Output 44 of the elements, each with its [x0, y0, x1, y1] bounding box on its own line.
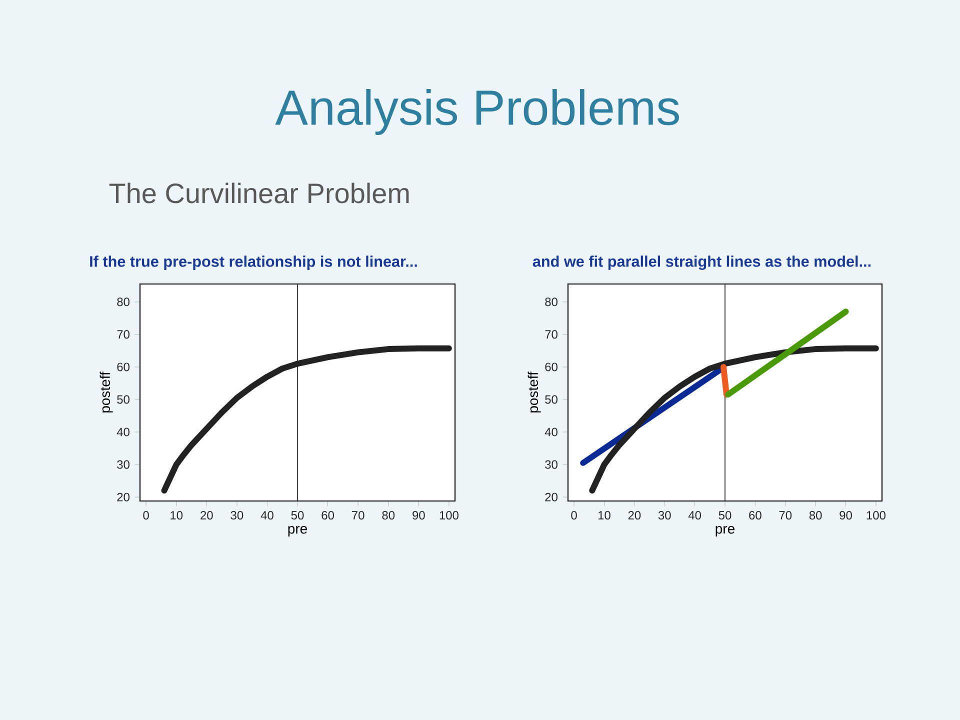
- x-tick-label: 70: [779, 511, 792, 520]
- y-tick-label: 40: [544, 428, 558, 436]
- x-tick-label: 50: [718, 511, 732, 520]
- y-tick-label: 30: [545, 460, 558, 469]
- x-tick-label: 10: [598, 511, 610, 520]
- x-tick-label: 80: [382, 511, 395, 520]
- x-tick-label: 30: [658, 511, 671, 520]
- y-tick-label: 30: [117, 460, 130, 469]
- y-tick-label: 40: [116, 428, 130, 436]
- x-tick-label: 0: [143, 511, 149, 520]
- y-axis-title: posteff: [100, 372, 113, 412]
- x-axis-title: pre: [288, 526, 307, 536]
- x-tick-label: 20: [200, 511, 213, 520]
- x-tick-label: 50: [291, 511, 304, 520]
- x-tick-label: 80: [809, 511, 822, 520]
- x-tick-label: 40: [260, 511, 274, 520]
- y-tick-label: 20: [545, 492, 558, 502]
- y-axis-title: posteff: [528, 372, 541, 412]
- y-tick-label: 80: [545, 298, 558, 306]
- y-tick-label: 20: [117, 492, 130, 502]
- x-tick-label: 20: [628, 511, 641, 520]
- chart-title: and we fit parallel straight lines as the model...: [532, 256, 870, 270]
- x-tick-label: 90: [840, 511, 852, 520]
- x-tick-label: 40: [688, 511, 702, 520]
- y-tick-label: 50: [117, 395, 130, 404]
- x-tick-label: 100: [440, 511, 458, 520]
- y-tick-label: 70: [117, 330, 130, 339]
- chart-title: If the true pre-post relationship is not linear...: [90, 256, 417, 270]
- x-tick-label: 90: [412, 511, 425, 520]
- x-tick-label: 100: [866, 511, 886, 520]
- x-tick-label: 0: [571, 511, 577, 520]
- x-tick-label: 70: [352, 511, 364, 520]
- x-tick-label: 10: [170, 511, 183, 520]
- y-tick-label: 70: [545, 330, 558, 339]
- y-tick-label: 60: [117, 362, 130, 372]
- x-tick-label: 60: [749, 511, 762, 520]
- y-tick-label: 60: [545, 362, 558, 372]
- text: Analysis Problems: [275, 89, 679, 135]
- y-tick-label: 80: [117, 298, 130, 306]
- x-axis-title: pre: [716, 526, 734, 536]
- text: The Curvilinear Problem: [109, 182, 409, 204]
- x-tick-label: 60: [322, 511, 334, 520]
- y-tick-label: 50: [545, 395, 558, 404]
- x-tick-label: 30: [230, 511, 244, 520]
